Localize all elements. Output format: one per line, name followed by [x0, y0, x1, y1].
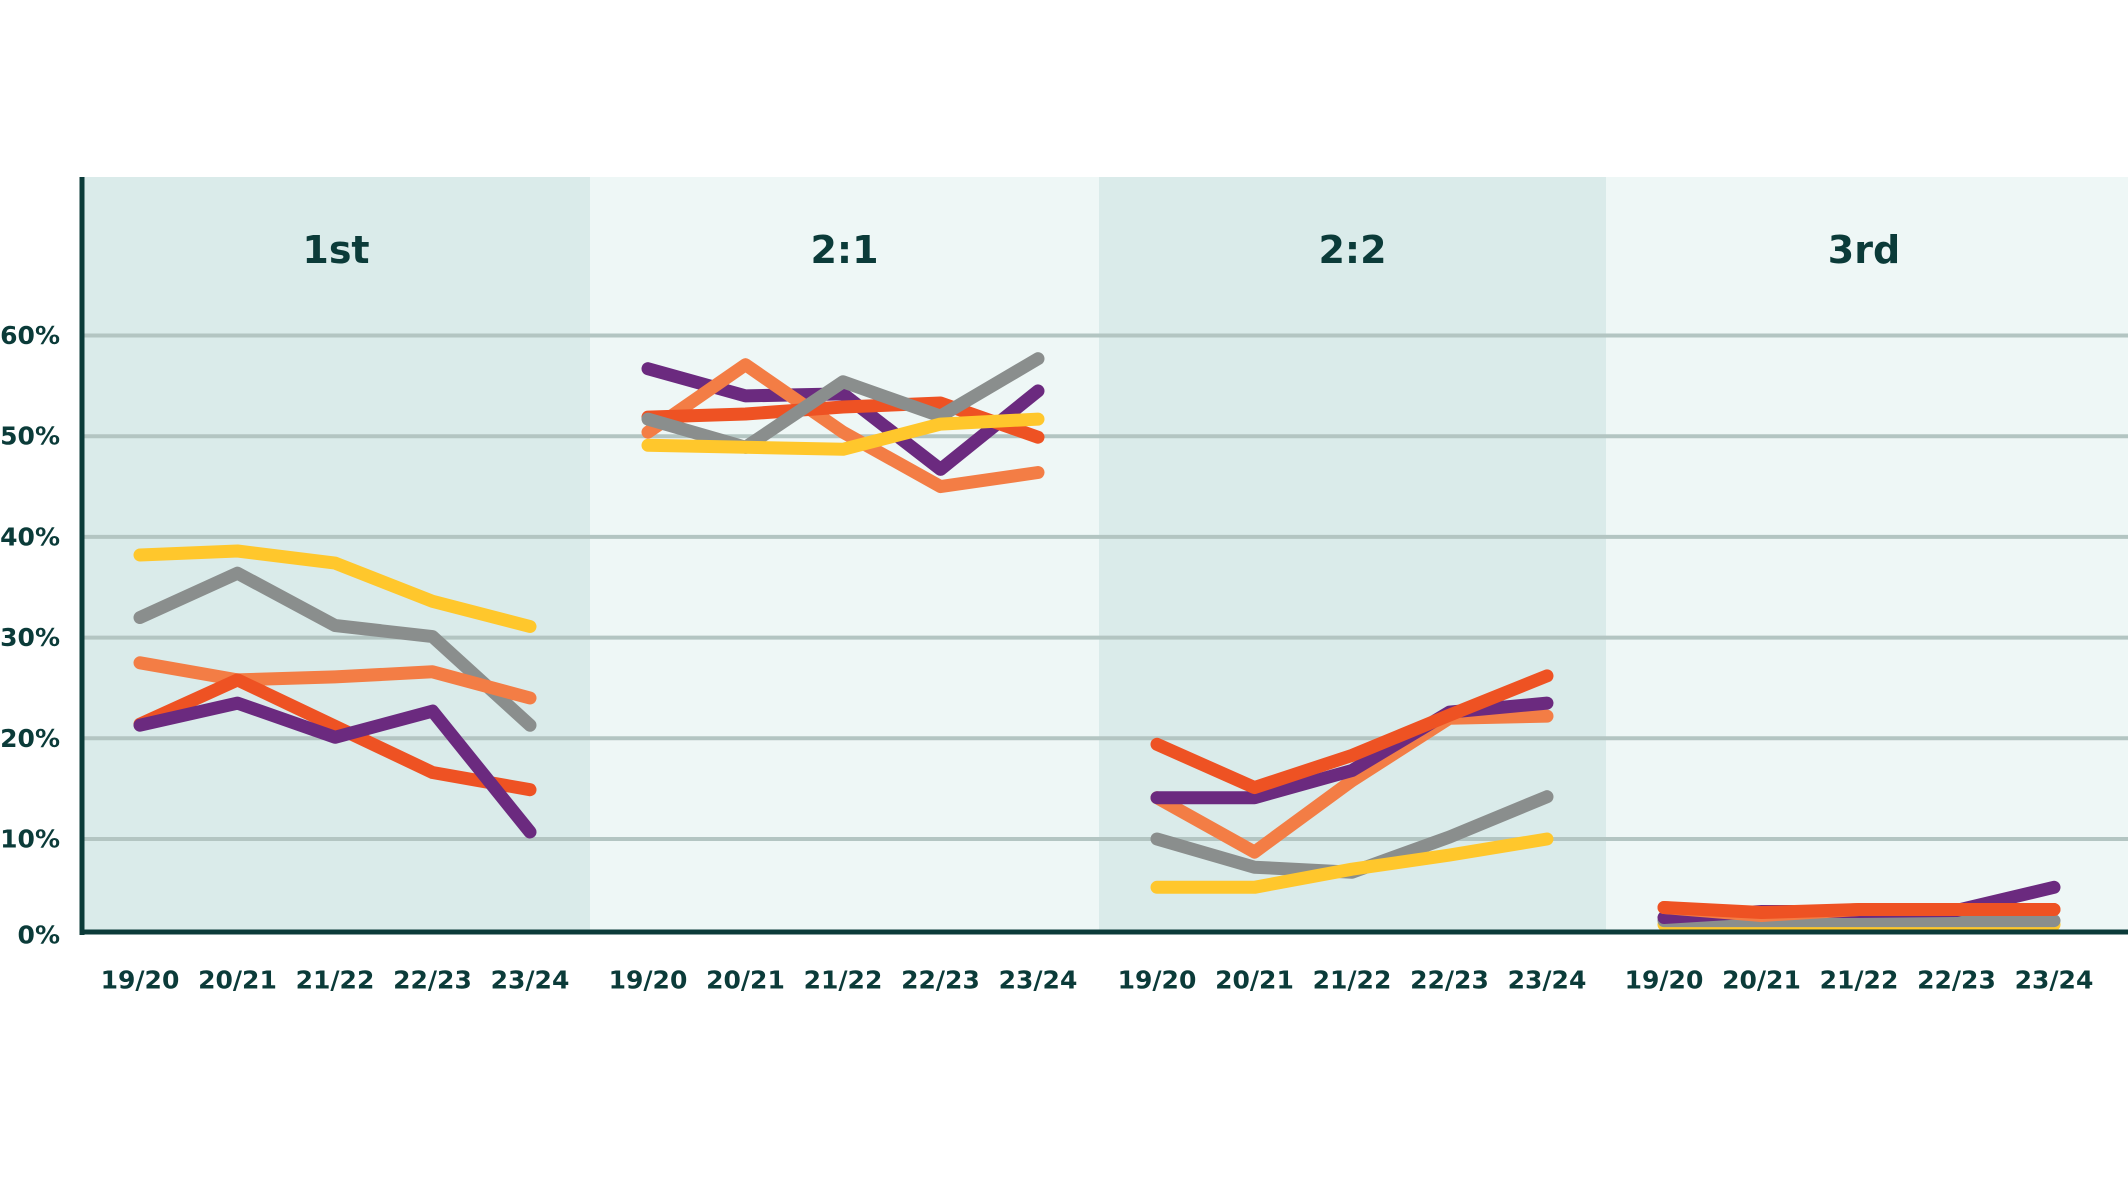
y-axis-tick-labels: 0% 10% 20% 30% 40% 50% 60%: [0, 321, 60, 950]
panel-3-series: [1150, 669, 1554, 894]
y-tick-label: 60%: [0, 321, 60, 350]
x-axis-tick-labels: 19/20 20/21 21/22 22/23 23/24 19/20 20/21 21/22…: [101, 966, 2094, 995]
panel-background-3: [1099, 177, 1606, 932]
y-tick-label: 20%: [0, 724, 60, 753]
panel-background-4: [1606, 177, 2128, 932]
x-tick-label: 20/21: [198, 966, 277, 995]
y-tick-label: 0%: [18, 921, 60, 950]
x-tick-label: 23/24: [491, 966, 570, 995]
y-tick-label: 40%: [0, 522, 60, 551]
x-tick-label: 19/20: [609, 966, 688, 995]
panel-titles: 1st 2:1 2:2 3rd: [302, 228, 1900, 272]
x-tick-label: 19/20: [101, 966, 180, 995]
panel-title: 1st: [302, 228, 369, 272]
series-lines: [133, 352, 2061, 932]
x-tick-label: 22/23: [393, 966, 472, 995]
panel-title: 2:2: [1318, 228, 1386, 272]
panel-background-2: [590, 177, 1099, 932]
x-tick-label: 23/24: [2015, 966, 2094, 995]
x-tick-label: 20/21: [1215, 966, 1294, 995]
panel-1-series: [133, 544, 537, 839]
y-tick-label: 30%: [0, 623, 60, 652]
x-tick-label: 22/23: [1917, 966, 1996, 995]
panel-4-series: [1657, 880, 2061, 932]
x-tick-label: 23/24: [1508, 966, 1587, 995]
x-tick-label: 19/20: [1625, 966, 1704, 995]
axes: [79, 177, 2128, 935]
y-tick-label: 10%: [0, 825, 60, 854]
x-tick-label: 19/20: [1118, 966, 1197, 995]
x-tick-label: 20/21: [1722, 966, 1801, 995]
panel-title: 3rd: [1828, 228, 1900, 272]
x-tick-label: 20/21: [706, 966, 785, 995]
x-tick-label: 22/23: [1410, 966, 1489, 995]
x-tick-label: 21/22: [1313, 966, 1392, 995]
x-tick-label: 21/22: [296, 966, 375, 995]
x-tick-label: 23/24: [999, 966, 1078, 995]
x-tick-label: 22/23: [901, 966, 980, 995]
x-tick-label: 21/22: [804, 966, 883, 995]
panel-backgrounds: [82, 177, 2128, 932]
series-line: [1657, 901, 2061, 919]
panel-title: 2:1: [810, 228, 878, 272]
x-tick-label: 21/22: [1820, 966, 1899, 995]
panel-2-series: [641, 352, 1045, 494]
y-tick-label: 50%: [0, 422, 60, 451]
